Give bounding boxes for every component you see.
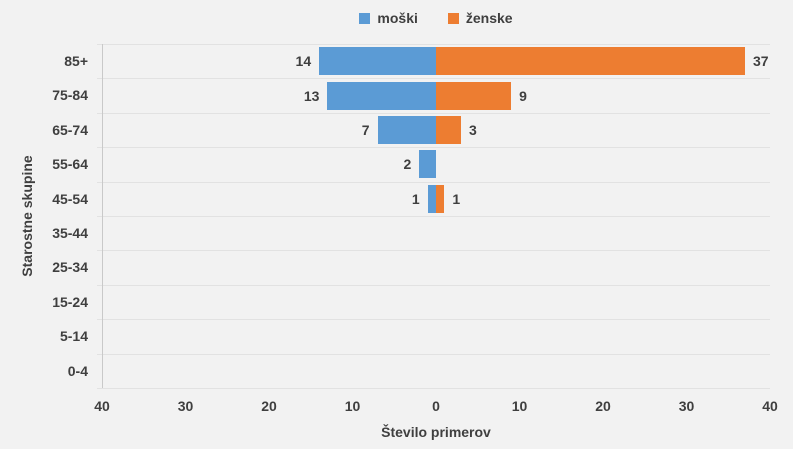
bar-value-moški-85+: 14 bbox=[295, 53, 312, 70]
legend-swatch-zenske bbox=[447, 12, 459, 24]
y-axis-label-35-44: 35-44 bbox=[52, 225, 88, 241]
x-axis-tick: 10 bbox=[511, 398, 528, 414]
legend-item-zenske: ženske bbox=[447, 10, 513, 26]
gridline bbox=[97, 319, 770, 320]
bar-ženske-75-84 bbox=[436, 81, 512, 110]
bar-value-ženske-45-54: 1 bbox=[452, 190, 461, 207]
y-axis-label-85+: 85+ bbox=[64, 53, 88, 69]
bar-ženske-65-74 bbox=[436, 116, 462, 144]
x-axis-tick: 40 bbox=[94, 398, 110, 414]
bar-ženske-45-54 bbox=[436, 184, 445, 213]
y-axis-label-5-14: 5-14 bbox=[59, 328, 88, 345]
bar-moški-55-64 bbox=[419, 150, 436, 179]
y-axis-label-55-64: 55-64 bbox=[52, 156, 88, 173]
y-axis-label-0-4: 0-4 bbox=[67, 362, 88, 379]
legend-label-moski: moški bbox=[377, 10, 418, 26]
y-axis-label-15-24: 15-24 bbox=[52, 293, 88, 310]
bar-moški-45-54 bbox=[427, 184, 436, 213]
y-axis-line bbox=[102, 44, 103, 388]
y-axis-label-75-84: 75-84 bbox=[52, 87, 88, 104]
bar-value-moški-45-54: 1 bbox=[411, 190, 420, 207]
bar-value-ženske-85+: 37 bbox=[752, 53, 769, 70]
gridline bbox=[97, 285, 770, 286]
gridline bbox=[97, 147, 770, 148]
x-axis-tick: 20 bbox=[595, 398, 611, 414]
x-axis-tick: 30 bbox=[678, 398, 695, 414]
bar-value-moški-55-64: 2 bbox=[403, 156, 412, 173]
bar-moški-85+ bbox=[319, 47, 436, 76]
gridline bbox=[97, 78, 770, 79]
gridline bbox=[97, 44, 770, 45]
bar-moški-65-74 bbox=[377, 116, 436, 144]
legend-item-moski: moški bbox=[359, 10, 418, 26]
x-axis-tick: 10 bbox=[344, 398, 361, 414]
gridline bbox=[97, 388, 770, 389]
x-axis-title: Število primerov bbox=[381, 424, 491, 440]
gridline bbox=[97, 354, 770, 355]
gridline bbox=[97, 182, 770, 183]
gridline bbox=[97, 113, 770, 114]
bar-value-ženske-65-74: 3 bbox=[469, 122, 477, 138]
x-axis-ticks: 40 30 20 10 0 10 20 30 40 bbox=[0, 398, 793, 416]
x-axis-tick: 20 bbox=[261, 398, 277, 414]
y-axis-label-45-54: 45-54 bbox=[52, 190, 88, 207]
x-axis-tick: 40 bbox=[762, 398, 778, 414]
legend: moški ženske bbox=[102, 8, 770, 28]
y-axis-label-25-34: 25-34 bbox=[52, 259, 88, 276]
gridline bbox=[97, 216, 770, 217]
gridline bbox=[97, 250, 770, 251]
x-axis-tick: 0 bbox=[432, 398, 440, 414]
bar-value-moški-65-74: 7 bbox=[361, 122, 370, 138]
y-axis-label-65-74: 65-74 bbox=[52, 121, 88, 138]
y-axis-labels: 85+ 75-84 65-74 55-64 45-54 35-44 25-34 15-24 5-… bbox=[0, 44, 88, 388]
bar-ženske-85+ bbox=[436, 47, 745, 76]
bar-value-moški-75-84: 13 bbox=[303, 87, 320, 104]
x-axis-tick: 30 bbox=[177, 398, 194, 414]
bar-moški-75-84 bbox=[327, 81, 436, 110]
legend-swatch-moski bbox=[359, 12, 371, 24]
bar-value-ženske-75-84: 9 bbox=[519, 87, 527, 104]
legend-label-zenske: ženske bbox=[465, 10, 513, 26]
plot-area: 14 13 7 2 1 37 9 3 1 bbox=[97, 44, 770, 389]
